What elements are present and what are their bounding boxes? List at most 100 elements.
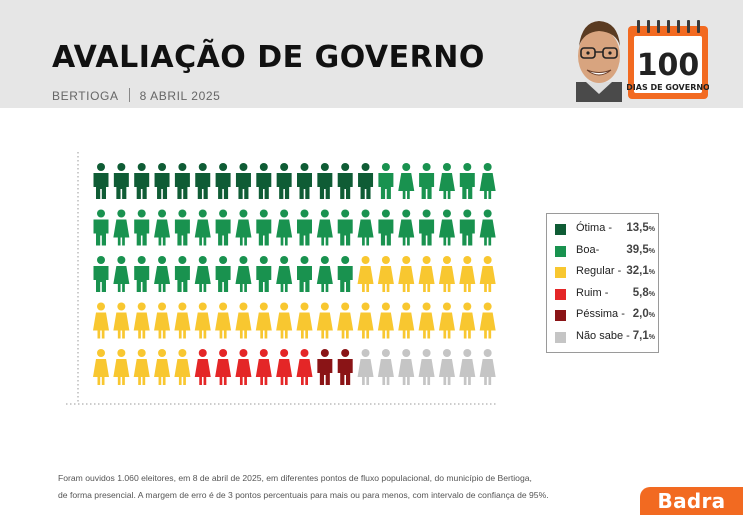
legend-label: Ótima - <box>576 222 613 234</box>
person-icon-nao-sabe <box>357 349 374 385</box>
person-icon-boa <box>398 209 415 246</box>
footnote-line-1: Foram ouvidos 1.060 eleitores, em 8 de a… <box>58 473 532 483</box>
person-icon-regular <box>357 302 374 339</box>
person-icon-otima <box>235 163 251 199</box>
person-icon-boa <box>256 256 272 292</box>
person-icon-otima <box>297 163 312 199</box>
footnote: Foram ouvidos 1.060 eleitores, em 8 de a… <box>58 470 618 504</box>
legend: Ótima - 13,5% Boa- 39,5% Regular - 32,1% Ruim … <box>546 213 659 353</box>
legend-item-regular: Regular - 32,1% <box>555 265 655 279</box>
legend-value: 32,1% <box>626 265 655 277</box>
calendar-icon: 100 DIAS DE GOVERNO <box>627 20 709 99</box>
legend-label: Regular - <box>576 265 622 277</box>
person-icon-regular <box>377 256 394 292</box>
badge-text: DIAS DE GOVERNO <box>627 83 709 92</box>
subtitle: BERTIOGA 8 ABRIL 2025 <box>52 88 220 103</box>
person-icon-boa <box>215 256 231 292</box>
person-icon-regular <box>133 302 150 339</box>
person-icon-boa <box>357 209 374 246</box>
person-icon-ruim <box>215 349 232 385</box>
person-icon-regular <box>215 302 232 339</box>
person-icon-boa <box>316 256 333 292</box>
legend-label: Péssima - <box>576 308 625 320</box>
person-icon-boa <box>215 209 231 246</box>
person-icon-boa <box>256 209 272 246</box>
person-icon-ruim <box>296 349 313 385</box>
person-icon-regular <box>194 302 211 339</box>
legend-item-pessima: Péssima - 2,0% <box>555 308 655 322</box>
legend-item-nao-sabe: Não sabe -7,1% <box>555 330 655 344</box>
legend-item-otima: Ótima - 13,5% <box>555 222 655 236</box>
person-icon-regular <box>438 256 455 292</box>
legend-swatch <box>555 288 566 300</box>
person-icon-regular <box>459 302 476 339</box>
person-icon-otima <box>134 163 150 199</box>
person-icon-regular <box>296 302 313 339</box>
date-label: 8 ABRIL 2025 <box>139 89 221 103</box>
person-icon-regular <box>479 256 496 292</box>
person-icon-regular <box>255 302 272 339</box>
person-icon-boa <box>113 209 130 246</box>
legend-swatch <box>555 267 566 278</box>
person-icon-boa <box>398 163 415 199</box>
person-icon-regular <box>459 256 476 292</box>
person-icon-boa <box>419 209 435 246</box>
person-icon-boa <box>194 256 211 292</box>
legend-value: 13,5% <box>626 222 655 234</box>
person-icon-boa <box>93 209 109 246</box>
person-icon-boa <box>235 256 252 292</box>
person-icon-regular <box>235 302 252 339</box>
person-icon-boa <box>337 256 353 292</box>
person-icon-boa <box>378 163 394 199</box>
person-icon-boa <box>276 209 293 246</box>
person-icon-regular <box>438 302 455 339</box>
person-icon-nao-sabe <box>479 349 496 385</box>
person-icon-boa <box>378 209 394 246</box>
person-icon-regular <box>398 302 415 339</box>
person-icon-boa <box>459 163 475 199</box>
person-icon-regular <box>377 302 394 339</box>
person-icon-boa <box>174 209 190 246</box>
person-icon-ruim <box>255 349 272 385</box>
person-icon-boa <box>134 209 150 246</box>
person-icon-otima <box>195 163 211 199</box>
person-icon-otima <box>113 163 129 199</box>
legend-value: 39,5% <box>626 243 655 256</box>
person-icon-regular <box>93 349 109 385</box>
person-icon-pessima <box>337 349 353 385</box>
legend-value: 7,1% <box>632 329 655 342</box>
person-icon-otima <box>358 163 374 199</box>
person-icon-otima <box>276 163 292 199</box>
legend-swatch <box>555 224 566 235</box>
city-label: BERTIOGA <box>52 89 119 103</box>
page-title: AVALIAÇÃO DE GOVERNO <box>52 40 485 75</box>
brand-logo: Badra <box>640 487 743 515</box>
legend-label: Ruim - <box>576 286 609 299</box>
legend-label: Não sabe - <box>576 329 630 342</box>
person-icon-otima <box>256 163 272 199</box>
badge-number: 100 <box>637 48 700 83</box>
person-icon-boa <box>297 256 312 292</box>
person-icon-boa <box>479 163 496 199</box>
person-icon-boa <box>154 256 171 292</box>
person-icon-regular <box>154 302 171 339</box>
person-icon-boa <box>337 209 353 246</box>
person-icon-regular <box>398 256 415 292</box>
person-icon-nao-sabe <box>377 349 394 385</box>
legend-swatch <box>555 310 566 321</box>
legend-item-ruim: Ruim - 5,8% <box>555 287 655 301</box>
legend-item-boa: Boa- 39,5% <box>555 244 655 258</box>
person-icon-ruim <box>276 349 293 385</box>
legend-label: Boa- <box>576 243 600 256</box>
person-icon-regular <box>174 349 191 385</box>
person-icon-regular <box>113 349 130 385</box>
person-icon-boa <box>113 256 130 292</box>
legend-value: 2,0% <box>632 308 655 320</box>
person-icon-regular <box>418 302 435 339</box>
person-icon-regular <box>276 302 293 339</box>
person-icon-boa <box>276 256 293 292</box>
person-icon-boa <box>297 209 312 246</box>
person-icon-boa <box>235 209 252 246</box>
person-icon-regular <box>418 256 435 292</box>
